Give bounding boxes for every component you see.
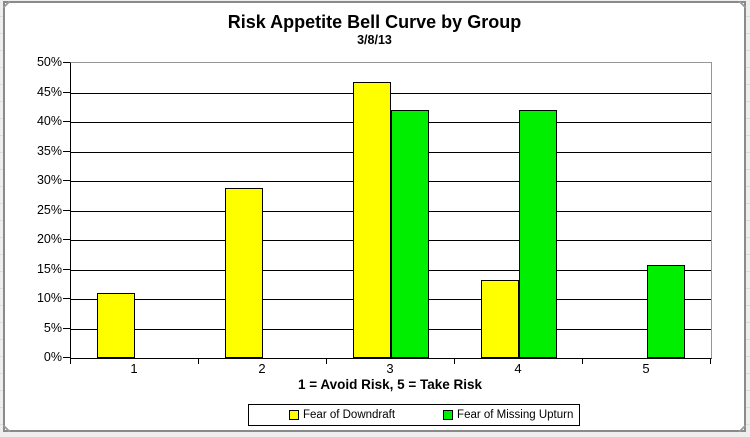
- x-axis-label: 2: [258, 361, 266, 376]
- legend-label: Fear of Downdraft: [303, 409, 396, 421]
- bar-series1-group4: [481, 279, 519, 358]
- legend-swatch-green: [443, 410, 454, 420]
- y-axis-tick: [63, 150, 70, 152]
- y-axis-tick: [63, 357, 70, 358]
- resize-handle-top-left[interactable]: [3, 1, 10, 8]
- legend: Fear of Downdraft Fear of Missing Upturn: [248, 404, 580, 426]
- bar-series2-group5: [647, 264, 685, 358]
- y-axis-label: 15%: [36, 261, 62, 276]
- x-axis-title: 1 = Avoid Risk, 5 = Take Risk: [297, 377, 483, 392]
- y-axis-label: 45%: [36, 84, 62, 99]
- y-axis-label: 35%: [36, 143, 62, 158]
- x-axis-tick: [326, 358, 327, 364]
- bar-series1-group2: [225, 187, 263, 358]
- y-axis-tick: [63, 180, 70, 181]
- bar-series2-group4: [519, 109, 557, 358]
- chart-object[interactable]: Risk Appetite Bell Curve by Group 3/8/13…: [3, 1, 746, 432]
- y-axis-label: 5%: [43, 320, 62, 335]
- legend-item: Fear of Downdraft: [289, 409, 395, 421]
- x-axis-label: 4: [514, 361, 522, 376]
- y-axis-tick: [63, 91, 70, 93]
- x-axis-label: 5: [642, 361, 650, 376]
- x-axis-tick: [454, 358, 455, 364]
- gridline: [71, 92, 711, 94]
- legend-item: Fear of Missing Upturn: [443, 409, 573, 421]
- chart-subtitle: 3/8/13: [357, 33, 392, 47]
- y-axis-tick: [63, 298, 70, 299]
- chart-title: Risk Appetite Bell Curve by Group: [227, 12, 522, 32]
- legend-label: Fear of Missing Upturn: [457, 409, 574, 421]
- y-axis-label: 25%: [36, 202, 62, 217]
- resize-handle-bottom-left[interactable]: [3, 425, 10, 432]
- x-axis-label: 1: [130, 361, 138, 376]
- x-axis-tick: [710, 358, 711, 364]
- y-axis-tick: [63, 209, 70, 211]
- bar-series1-group3: [353, 82, 391, 358]
- y-axis-label: 20%: [36, 232, 62, 246]
- y-axis-tick: [63, 268, 70, 270]
- y-axis-label: 0%: [43, 350, 62, 364]
- y-axis-tick: [63, 239, 70, 240]
- y-axis-label: 50%: [36, 55, 62, 69]
- y-axis-tick: [63, 62, 70, 63]
- resize-handle-top-right[interactable]: [739, 1, 746, 8]
- x-axis-tick: [582, 358, 583, 364]
- y-axis-label: 40%: [36, 114, 62, 128]
- x-axis-label: 3: [386, 361, 394, 376]
- y-axis-label: 30%: [36, 173, 62, 187]
- plot-area: [70, 62, 712, 359]
- legend-swatch-yellow: [289, 410, 299, 420]
- bar-series1-group1: [97, 292, 135, 358]
- x-axis-tick: [70, 358, 71, 364]
- bar-series2-group3: [391, 109, 429, 358]
- x-axis-tick: [198, 358, 199, 364]
- y-axis-tick: [63, 327, 70, 329]
- resize-handle-bottom-right[interactable]: [739, 425, 746, 432]
- y-axis-tick: [63, 121, 70, 122]
- y-axis-label: 10%: [36, 291, 62, 305]
